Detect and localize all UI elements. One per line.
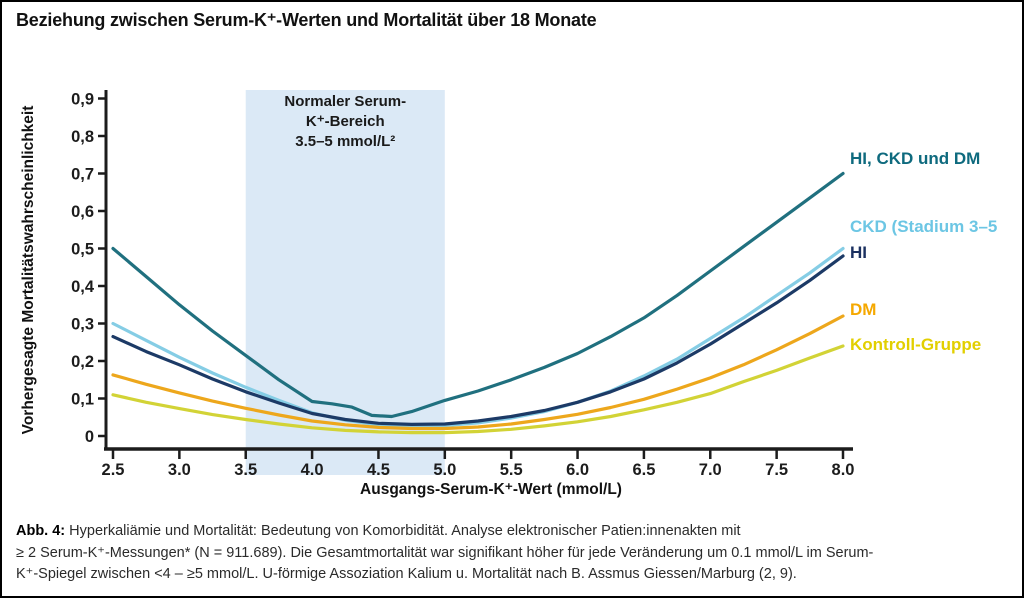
legend-label-kontroll-gruppe: Kontroll-Gruppe <box>850 335 981 354</box>
x-tick-label: 2.5 <box>102 461 125 479</box>
x-tick-label: 4.5 <box>367 461 390 479</box>
x-tick-label: 6.5 <box>632 461 655 479</box>
caption-label: Abb. 4: <box>16 523 66 539</box>
x-tick-label: 7.0 <box>699 461 722 479</box>
y-tick-label: 0,1 <box>71 391 94 409</box>
x-tick-label: 5.5 <box>500 461 523 479</box>
x-tick-label: 3.0 <box>168 461 191 479</box>
series-line-ckd-stadium-3-5 <box>111 246 845 428</box>
series-line-dm <box>111 314 845 431</box>
y-tick-label: 0,6 <box>71 203 94 221</box>
y-tick-label: 0,7 <box>71 166 94 184</box>
x-axis-title: Ausgangs-Serum-K⁺-Wert (mmol/L) <box>360 481 622 498</box>
figure-title: Beziehung zwischen Serum-K⁺-Werten und M… <box>16 10 597 30</box>
legend-label-ckd-stadium-3-5: CKD (Stadium 3–5 <box>850 217 997 236</box>
legend-label-hi: HI <box>850 243 867 262</box>
y-tick-label: 0,5 <box>71 241 94 259</box>
y-tick-label: 0,3 <box>71 316 94 334</box>
x-tick-label: 6.0 <box>566 461 589 479</box>
caption-line-1: Hyperkaliämie und Mortalität: Bedeutung … <box>65 523 741 539</box>
series-line-hi <box>111 254 845 426</box>
normal-range-band-label: Normaler Serum-K⁺-Bereich 3.5–5 mmol/L² <box>284 93 406 150</box>
x-tick-label: 3.5 <box>234 461 257 479</box>
y-tick-label: 0,9 <box>71 91 94 109</box>
caption-line-3: K⁺-Spiegel zwischen <4 – ≥5 mmol/L. U-fö… <box>16 566 797 582</box>
y-tick-label: 0 <box>85 428 94 446</box>
figure-caption: Abb. 4: Hyperkaliämie und Mortalität: Be… <box>16 521 1012 586</box>
y-tick-label: 0,8 <box>71 128 94 146</box>
legend-label-hi-ckd-und-dm: HI, CKD und DM <box>850 149 980 168</box>
legend-label-dm: DM <box>850 300 876 319</box>
x-tick-label: 7.5 <box>765 461 788 479</box>
x-tick-label: 8.0 <box>832 461 855 479</box>
series-line-hi-ckd-und-dm <box>111 171 845 419</box>
series-line-kontroll-gruppe <box>111 344 845 435</box>
caption-line-2: ≥ 2 Serum-K⁺-Messungen* (N = 911.689). D… <box>16 544 874 561</box>
y-tick-label: 0,4 <box>71 278 95 296</box>
x-tick-label: 4.0 <box>301 461 324 479</box>
y-tick-label: 0,2 <box>71 353 94 371</box>
y-axis-title: Vorhergesagte Mortalitätswahrscheinlichk… <box>20 106 37 435</box>
x-tick-label: 5.0 <box>433 461 456 479</box>
